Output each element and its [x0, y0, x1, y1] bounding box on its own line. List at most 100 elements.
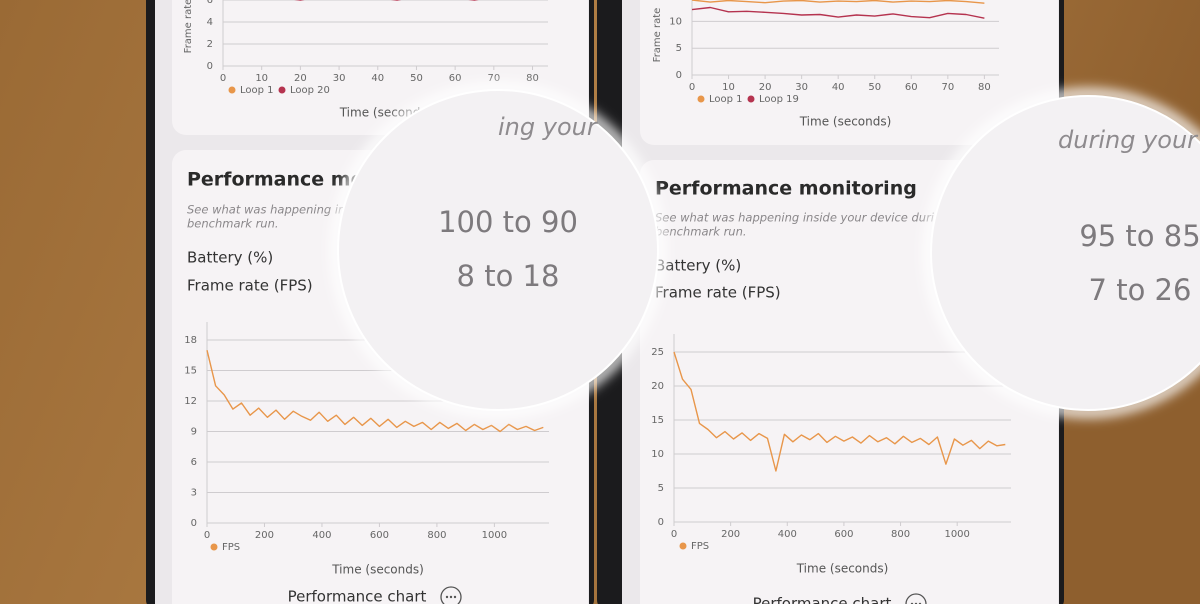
magnified-text: during your	[1058, 126, 1199, 154]
y-tick-label: 0	[676, 70, 682, 81]
y-tick-label: 15	[184, 366, 197, 377]
x-tick-label: 1000	[482, 530, 507, 541]
y-tick-label: 18	[184, 335, 197, 346]
legend-label: Loop 20	[290, 85, 330, 96]
magnifier-lens	[337, 89, 659, 411]
y-tick-label: 0	[658, 517, 664, 528]
x-tick-label: 0	[671, 529, 677, 540]
y-tick-label: 5	[676, 43, 682, 54]
y-tick-label: 15	[651, 415, 664, 426]
x-tick-label: 80	[978, 82, 991, 93]
more-icon	[905, 593, 927, 604]
y-tick-label: 6	[191, 457, 197, 468]
section-title: Performance monitoring	[655, 178, 917, 200]
y-tick-label: 0	[191, 518, 197, 529]
x-tick-label: 1000	[944, 529, 969, 540]
y-tick-label: 6	[207, 0, 213, 6]
x-tick-label: 70	[941, 82, 954, 93]
magnified-value: 95 to 85	[1079, 219, 1200, 253]
x-tick-label: 50	[868, 82, 881, 93]
legend-label: FPS	[222, 542, 240, 553]
x-tick-label: 80	[526, 73, 539, 84]
x-tick-label: 0	[220, 73, 226, 84]
y-axis-label: Frame rate	[652, 8, 663, 63]
x-tick-label: 200	[255, 530, 274, 541]
legend-label: Loop 19	[759, 94, 799, 105]
footer-link: Performance chart	[288, 588, 427, 604]
more-icon	[440, 586, 462, 604]
section-subtitle: benchmark run.	[655, 225, 747, 239]
x-tick-label: 60	[449, 73, 462, 84]
legend-label: Loop 1	[240, 85, 274, 96]
legend-swatch	[747, 95, 755, 103]
x-tick-label: 60	[905, 82, 918, 93]
y-tick-label: 3	[191, 488, 197, 499]
x-axis-label: Time (seconds)	[331, 563, 424, 577]
legend-label: Loop 1	[709, 94, 743, 105]
legend-swatch	[278, 86, 286, 94]
more-dot	[449, 595, 453, 599]
card	[640, 0, 1058, 145]
x-tick-label: 30	[795, 82, 808, 93]
magnified-value: 7 to 26	[1089, 273, 1192, 307]
series-line	[691, 6, 985, 19]
x-tick-label: 40	[832, 82, 845, 93]
magnifier-glow	[924, 89, 1200, 417]
y-tick-label: 2	[207, 39, 213, 50]
row-label: Battery (%)	[655, 257, 741, 275]
x-tick-label: 20	[294, 73, 307, 84]
magnified-value: 8 to 18	[457, 259, 560, 293]
x-tick-label: 70	[487, 73, 500, 84]
series-line	[206, 350, 544, 433]
x-tick-label: 10	[722, 82, 735, 93]
row-label: Frame rate (FPS)	[187, 277, 313, 295]
y-tick-label: 20	[651, 381, 664, 392]
y-tick-label: 9	[191, 427, 197, 438]
x-tick-label: 0	[204, 530, 210, 541]
y-tick-label: 25	[651, 347, 664, 358]
x-tick-label: 30	[333, 73, 346, 84]
series-line	[691, 0, 985, 4]
footer-link: Performance chart	[753, 595, 892, 604]
magnifier-glow	[331, 83, 665, 417]
section-subtitle: See what was happening inside your devic…	[655, 211, 971, 225]
row-label: Frame rate (FPS)	[655, 284, 781, 302]
magnifier-lens	[930, 95, 1200, 411]
row-label: Battery (%)	[187, 249, 273, 267]
x-tick-label: 600	[370, 530, 389, 541]
x-tick-label: 50	[410, 73, 423, 84]
y-tick-label: 10	[669, 16, 682, 27]
magnified-value: 100 to 90	[438, 205, 578, 239]
y-tick-label: 12	[184, 396, 197, 407]
legend-swatch	[697, 95, 705, 103]
legend-swatch	[679, 542, 687, 550]
magnified-text: ing your	[498, 113, 599, 141]
x-tick-label: 0	[689, 82, 695, 93]
section-subtitle: benchmark run.	[187, 217, 279, 231]
x-tick-label: 600	[834, 529, 853, 540]
y-tick-label: 4	[207, 17, 213, 28]
x-tick-label: 20	[759, 82, 772, 93]
x-axis-label: Time (seconds)	[796, 562, 889, 576]
x-tick-label: 400	[778, 529, 797, 540]
magnifiers: ing your 100 to 90 8 to 18 during your 95 to…	[331, 83, 1200, 417]
y-axis-label: Frame rate	[183, 0, 194, 53]
x-tick-label: 10	[255, 73, 268, 84]
more-dot	[445, 595, 449, 599]
y-tick-label: 5	[658, 483, 664, 494]
series-line	[673, 351, 1006, 472]
x-tick-label: 400	[312, 530, 331, 541]
x-tick-label: 800	[427, 530, 446, 541]
x-tick-label: 40	[371, 73, 384, 84]
legend-label: FPS	[691, 541, 709, 552]
x-tick-label: 200	[721, 529, 740, 540]
y-tick-label: 0	[207, 61, 213, 72]
x-tick-label: 800	[891, 529, 910, 540]
x-axis-label: Time (seconds)	[799, 115, 892, 129]
more-dot	[453, 595, 457, 599]
y-tick-label: 10	[651, 449, 664, 460]
legend-swatch	[228, 86, 236, 94]
legend-swatch	[210, 543, 218, 551]
